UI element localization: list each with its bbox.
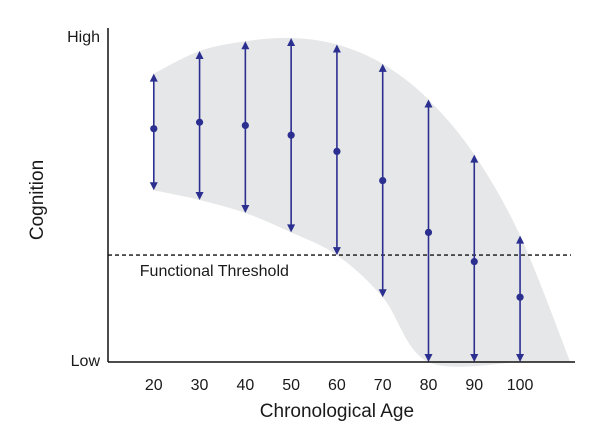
x-tick-20: 20 (145, 377, 163, 394)
arrow-down-70 (378, 289, 387, 298)
arrow-down-80 (424, 354, 433, 362)
arrow-up-20 (149, 73, 158, 82)
distribution-band (153, 37, 571, 367)
x-tick-50: 50 (282, 377, 300, 394)
arrow-up-30 (195, 50, 204, 59)
x-tick-labels: 20 30 40 50 60 70 80 90 100 (145, 377, 534, 394)
range-mark-60 (332, 44, 341, 256)
mean-point-80 (424, 228, 433, 236)
mean-point-100 (516, 293, 524, 301)
x-tick-30: 30 (191, 377, 209, 394)
range-mark-50 (287, 38, 296, 233)
range-mark-20 (149, 73, 158, 191)
x-tick-90: 90 (465, 377, 483, 394)
arrow-down-60 (332, 247, 341, 256)
range-marks (149, 38, 525, 362)
arrow-up-100 (516, 235, 525, 244)
mean-point-50 (287, 131, 295, 139)
y-tick-low: Low (71, 353, 101, 370)
mean-point-30 (195, 118, 204, 126)
range-mark-40 (241, 41, 250, 213)
arrow-up-80 (424, 99, 433, 108)
x-tick-100: 100 (507, 377, 534, 394)
arrow-down-30 (195, 192, 204, 200)
y-tick-high: High (67, 29, 100, 46)
mean-point-20 (150, 125, 158, 133)
arrow-down-20 (149, 182, 158, 191)
arrow-up-70 (378, 63, 387, 72)
x-tick-60: 60 (328, 377, 346, 394)
axes (107, 28, 575, 363)
mean-point-70 (379, 176, 387, 185)
x-tick-80: 80 (420, 377, 438, 394)
arrow-down-50 (287, 224, 296, 233)
range-mark-80 (424, 99, 433, 362)
threshold-group: Functional Threshold (108, 254, 571, 280)
mean-point-60 (333, 147, 341, 155)
arrow-up-40 (241, 41, 250, 50)
mean-point-90 (470, 257, 478, 266)
arrow-up-50 (287, 38, 296, 46)
arrow-up-60 (332, 44, 341, 53)
y-axis-title: Cognition (27, 160, 48, 240)
range-mark-70 (378, 63, 387, 298)
x-tick-40: 40 (236, 377, 254, 394)
x-axis-title: Chronological Age (260, 401, 414, 422)
mean-point-40 (241, 121, 249, 130)
threshold-label: Functional Threshold (140, 263, 289, 280)
range-mark-100 (516, 235, 525, 362)
arrow-down-90 (470, 354, 479, 362)
arrow-down-100 (516, 354, 525, 362)
arrow-up-90 (470, 154, 479, 163)
x-tick-70: 70 (374, 377, 392, 394)
range-mark-30 (195, 50, 204, 200)
range-mark-90 (470, 154, 479, 362)
arrow-down-40 (241, 204, 250, 213)
